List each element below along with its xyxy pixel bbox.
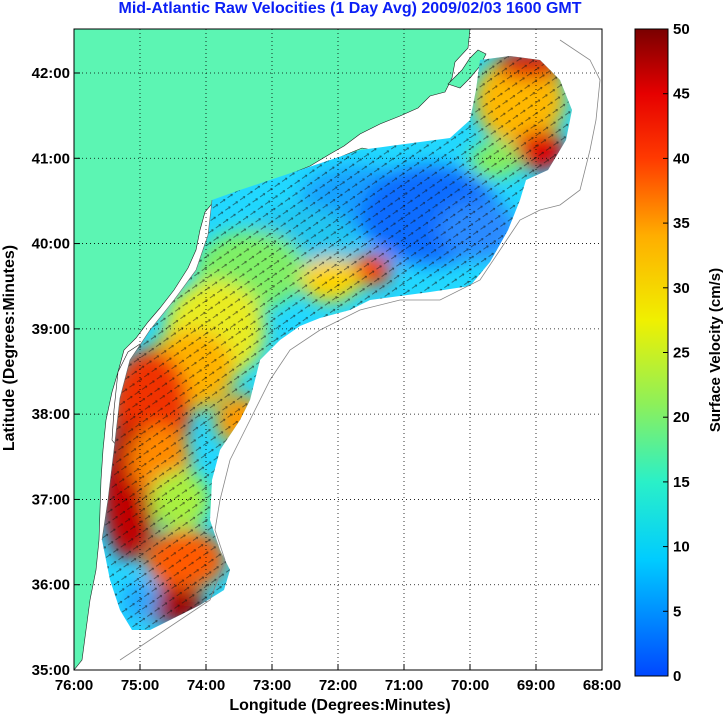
y-axis-ticks: 42:00 41:00 40:00 39:00 38:00 37:00 36:00 35:00 <box>32 65 80 679</box>
x-axis-ticks: 76:00 75:00 74:00 73:00 72:00 71:00 70:00 69:00… <box>55 664 621 694</box>
x-tick-label: 76:00 <box>55 677 93 694</box>
colorbar-tick-label: 0 <box>673 668 681 685</box>
y-tick-label: 35:00 <box>32 662 70 679</box>
y-tick-label: 42:00 <box>32 65 70 82</box>
y-tick-label: 36:00 <box>32 577 70 594</box>
colorbar-tick-label: 20 <box>673 409 690 426</box>
colorbar-tick-label: 10 <box>673 539 690 556</box>
grid-lines <box>74 29 602 670</box>
x-tick-label: 69:00 <box>517 677 555 694</box>
y-axis-label: Latitude (Degrees:Minutes) <box>1 245 18 451</box>
isobath-line <box>119 39 601 661</box>
x-tick-label: 73:00 <box>253 677 291 694</box>
x-tick-label: 72:00 <box>319 677 357 694</box>
colorbar-tick-label: 40 <box>673 150 690 167</box>
colorbar-tick-label: 5 <box>673 603 681 620</box>
colorbar-label: Surface Velocity (cm/s) <box>707 268 724 432</box>
land-mass <box>74 29 471 670</box>
y-tick-label: 41:00 <box>32 150 70 167</box>
x-tick-label: 70:00 <box>451 677 489 694</box>
colorbar-tick-label: 50 <box>673 21 690 38</box>
colorbar-tick-label: 35 <box>673 215 690 232</box>
colorbar-tick-label: 25 <box>673 345 690 362</box>
y-tick-label: 37:00 <box>32 491 70 508</box>
x-tick-label: 74:00 <box>187 677 225 694</box>
x-tick-label: 71:00 <box>385 677 423 694</box>
colorbar-tick-label: 45 <box>673 86 690 103</box>
colorbar-tick-label: 15 <box>673 474 690 491</box>
y-tick-label: 39:00 <box>32 321 70 338</box>
y-tick-label: 40:00 <box>32 236 70 253</box>
x-tick-label: 68:00 <box>583 677 621 694</box>
colorbar-tick-label: 30 <box>673 280 690 297</box>
x-tick-label: 75:00 <box>121 677 159 694</box>
y-tick-label: 38:00 <box>32 406 70 423</box>
cape-cod <box>447 49 487 89</box>
map-title: Mid-Atlantic Raw Velocities (1 Day Avg) … <box>118 0 582 17</box>
x-axis-label: Longitude (Degrees:Minutes) <box>229 697 450 714</box>
